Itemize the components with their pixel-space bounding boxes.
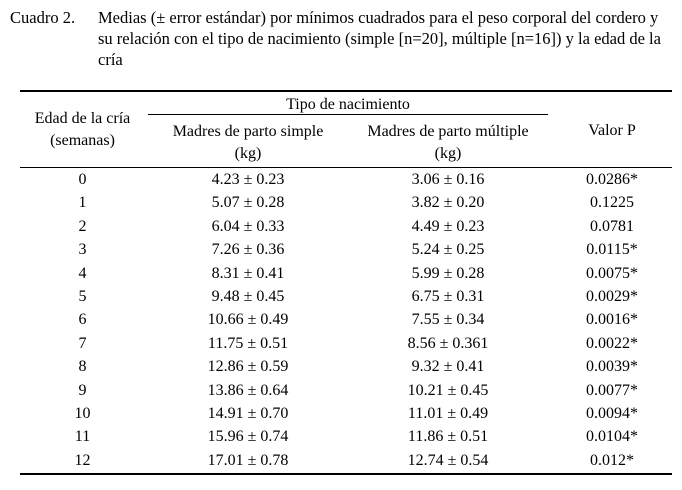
- cell-multiple: 4.49 ± 0.23: [411, 217, 485, 235]
- table-row: 3 7.26 ± 0.36 5.24 ± 0.25 0.0115*: [20, 238, 672, 261]
- cell-multiple: 5.24 ± 0.25: [411, 241, 485, 259]
- cell-simple: 15.96 ± 0.74: [207, 428, 289, 446]
- cell-valor-p: 0.0115*: [586, 241, 638, 259]
- cell-edad: 1: [78, 194, 87, 212]
- cell-valor-p: 0.0104*: [586, 428, 638, 446]
- cell-valor-p: 0.0077*: [586, 381, 638, 399]
- cell-multiple: 6.75 ± 0.31: [411, 287, 485, 305]
- cell-valor-p: 0.012*: [590, 451, 634, 469]
- cell-valor-p: 0.0029*: [586, 287, 638, 305]
- table-body: 0 4.23 ± 0.23 3.06 ± 0.16 0.0286* 1 5.07…: [20, 168, 672, 472]
- header-simple-line-1: Madres de parto simple: [172, 123, 324, 140]
- cell-valor-p: 0.0286*: [586, 171, 638, 188]
- cell-simple: 7.26 ± 0.36: [211, 241, 285, 259]
- table-row: 7 11.75 ± 0.51 8.56 ± 0.361 0.0022*: [20, 332, 672, 355]
- header-valor-p: Valor P: [588, 122, 636, 139]
- cell-edad: 5: [78, 287, 87, 305]
- cell-multiple: 11.86 ± 0.51: [407, 428, 489, 446]
- cell-multiple: 3.82 ± 0.20: [411, 194, 485, 212]
- header-multiple-line-2: (kg): [434, 145, 462, 162]
- cell-edad: 0: [78, 171, 87, 188]
- cell-edad: 12: [74, 451, 91, 469]
- cell-edad: 2: [78, 217, 87, 235]
- cell-edad: 7: [78, 334, 87, 352]
- table-top-rule: [20, 90, 672, 92]
- cell-simple: 17.01 ± 0.78: [207, 451, 289, 469]
- cell-simple: 12.86 ± 0.59: [207, 358, 289, 376]
- header-subgroup-rule: [148, 114, 548, 115]
- table-header-rule: [20, 167, 672, 168]
- cell-edad: 9: [78, 381, 87, 399]
- header-multiple-line-1: Madres de parto múltiple: [367, 123, 529, 140]
- cell-simple: 13.86 ± 0.64: [207, 381, 289, 399]
- cell-edad: 10: [74, 404, 91, 422]
- cell-multiple: 3.06 ± 0.16: [411, 171, 485, 188]
- cell-simple: 5.07 ± 0.28: [211, 194, 285, 212]
- cell-valor-p: 0.0039*: [586, 358, 638, 376]
- header-edad-line-2: (semanas): [50, 132, 115, 149]
- cell-valor-p: 0.0022*: [586, 334, 638, 352]
- cell-simple: 4.23 ± 0.23: [211, 171, 285, 188]
- table-row: 10 14.91 ± 0.70 11.01 ± 0.49 0.0094*: [20, 402, 672, 425]
- header-edad-line-1: Edad de la cría: [34, 110, 131, 127]
- cell-valor-p: 0.0075*: [586, 264, 638, 282]
- cell-simple: 10.66 ± 0.49: [207, 311, 289, 329]
- table-row: 2 6.04 ± 0.33 4.49 ± 0.23 0.0781: [20, 215, 672, 238]
- cell-simple: 14.91 ± 0.70: [207, 404, 289, 422]
- cell-edad: 11: [74, 428, 91, 446]
- cell-valor-p: 0.0781: [590, 217, 634, 235]
- table-row: 9 13.86 ± 0.64 10.21 ± 0.45 0.0077*: [20, 379, 672, 402]
- cell-edad: 8: [78, 358, 87, 376]
- header-simple-line-2: (kg): [234, 145, 262, 162]
- cell-multiple: 5.99 ± 0.28: [411, 264, 485, 282]
- header-edad: Edad de la cría (semanas): [20, 108, 145, 152]
- table-row: 4 8.31 ± 0.41 5.99 ± 0.28 0.0075*: [20, 262, 672, 285]
- cell-valor-p: 0.0094*: [586, 404, 638, 422]
- cell-multiple: 9.32 ± 0.41: [411, 358, 485, 376]
- table-row: 0 4.23 ± 0.23 3.06 ± 0.16 0.0286*: [20, 168, 672, 191]
- caption-text: Medias (± error estándar) por mínimos cu…: [98, 8, 661, 69]
- cell-multiple: 10.21 ± 0.45: [407, 381, 489, 399]
- table-row: 12 17.01 ± 0.78 12.74 ± 0.54 0.012*: [20, 449, 672, 472]
- cell-multiple: 8.56 ± 0.361: [407, 334, 489, 352]
- header-parto-simple: Madres de parto simple (kg): [148, 121, 348, 165]
- header-parto-multiple: Madres de parto múltiple (kg): [348, 121, 548, 165]
- cell-multiple: 7.55 ± 0.34: [411, 311, 485, 329]
- table-row: 5 9.48 ± 0.45 6.75 ± 0.31 0.0029*: [20, 285, 672, 308]
- table-row: 6 10.66 ± 0.49 7.55 ± 0.34 0.0016*: [20, 308, 672, 331]
- cell-edad: 4: [78, 264, 87, 282]
- cell-simple: 9.48 ± 0.45: [211, 287, 285, 305]
- table-bottom-rule: [20, 473, 672, 475]
- cell-edad: 6: [78, 311, 87, 329]
- cell-edad: 3: [78, 241, 87, 259]
- table-row: 8 12.86 ± 0.59 9.32 ± 0.41 0.0039*: [20, 355, 672, 378]
- cell-multiple: 11.01 ± 0.49: [407, 404, 489, 422]
- table-caption: Cuadro 2. Medias (± error estándar) por …: [10, 7, 676, 70]
- cell-valor-p: 0.1225: [590, 194, 634, 212]
- caption-label: Cuadro 2.: [10, 8, 76, 27]
- cell-valor-p: 0.0016*: [586, 311, 638, 329]
- cell-simple: 8.31 ± 0.41: [211, 264, 285, 282]
- table-row: 11 15.96 ± 0.74 11.86 ± 0.51 0.0104*: [20, 425, 672, 448]
- cell-simple: 11.75 ± 0.51: [207, 334, 289, 352]
- table-row: 1 5.07 ± 0.28 3.82 ± 0.20 0.1225: [20, 191, 672, 214]
- cell-multiple: 12.74 ± 0.54: [407, 451, 489, 469]
- header-tipo-nacimiento: Tipo de nacimiento: [286, 96, 410, 113]
- cell-simple: 6.04 ± 0.33: [211, 217, 285, 235]
